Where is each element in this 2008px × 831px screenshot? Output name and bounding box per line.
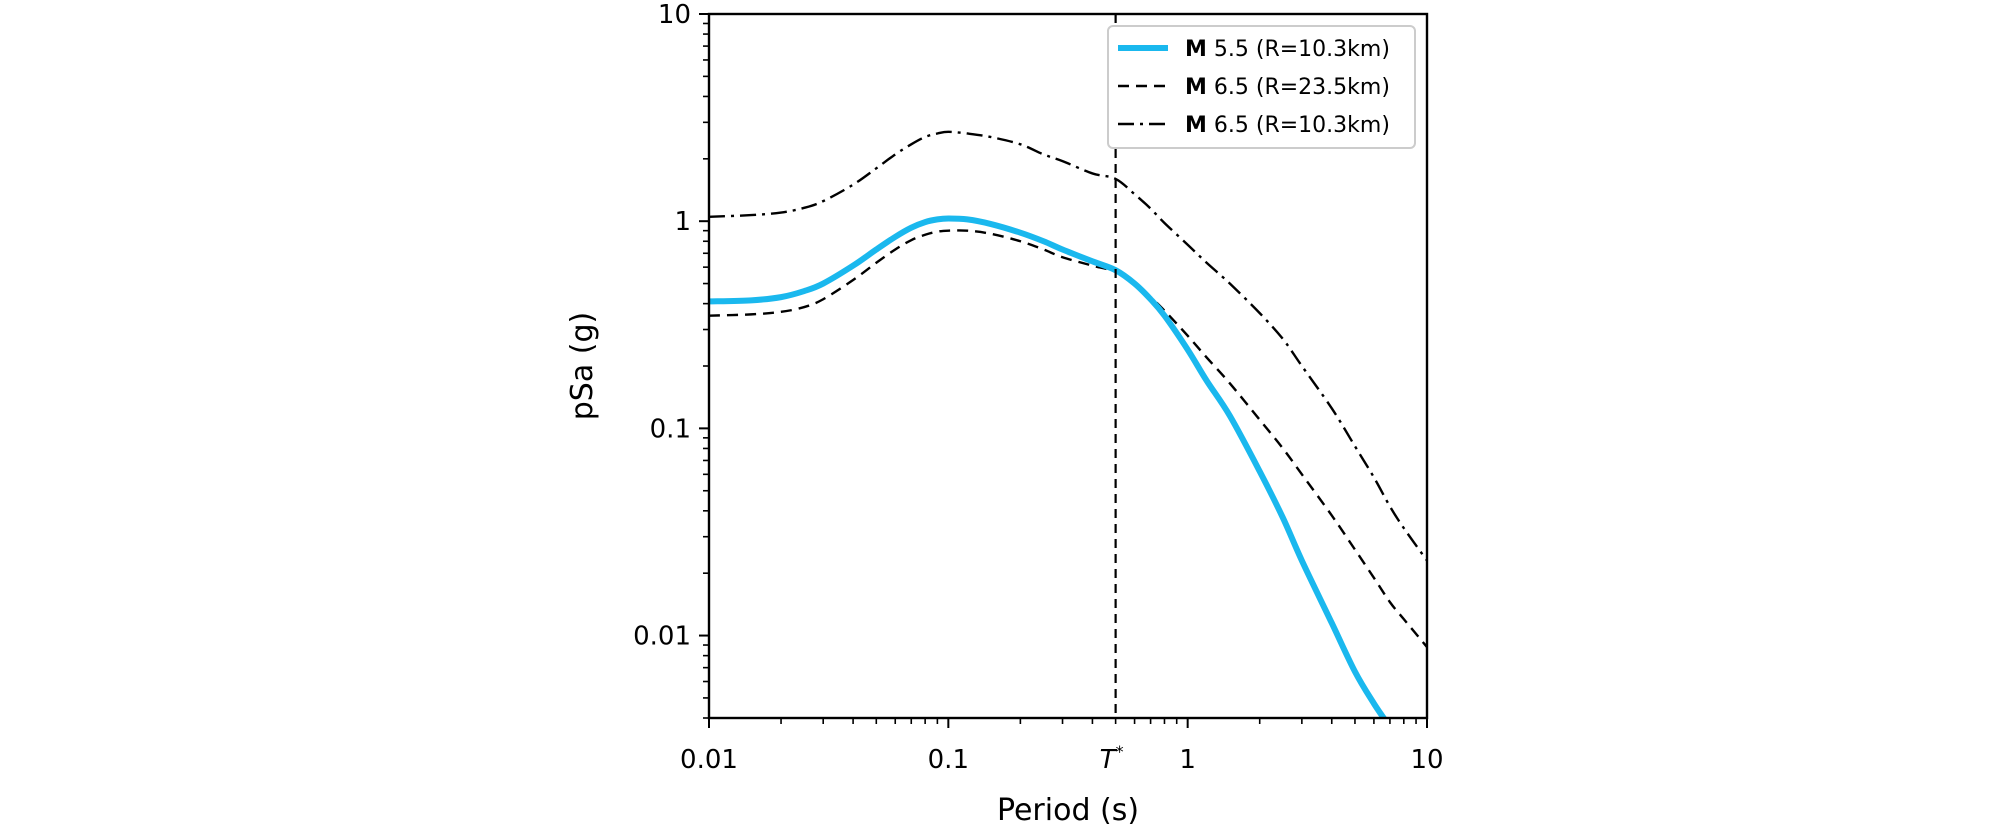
legend-label-1: M 5.5 (R=10.3km): [1185, 37, 1390, 62]
x-tick-label: 0.1: [928, 745, 969, 775]
series-line-2: [709, 229, 1427, 648]
plot-area-frame: [707, 12, 1429, 720]
legend-label-3: M 6.5 (R=10.3km): [1185, 113, 1390, 138]
y-tick-label: 10: [658, 0, 691, 30]
series-line-3: [709, 130, 1427, 562]
y-axis-label: pSa (g): [565, 312, 600, 420]
axis-labels: 0.01 0.1 1 10 T* 0.01 0.1 1 10 Period (s) pSa (g): [565, 0, 1444, 828]
x-tick-label: 10: [1410, 745, 1443, 775]
y-tick-label: 0.1: [650, 414, 691, 444]
y-tick-label: 1: [674, 207, 691, 237]
series-line-1: [709, 215, 1388, 718]
x-tick-label: 0.01: [680, 745, 738, 775]
legend-box: [1107, 25, 1416, 149]
series-layer: [709, 130, 1427, 718]
x-tick-label: 1: [1179, 745, 1196, 775]
y-tick-label: 0.01: [633, 622, 691, 652]
legend: M 5.5 (R=10.3km) M 6.5 (R=23.5km) M 6.5 (R…: [1107, 25, 1416, 149]
legend-label-2: M 6.5 (R=23.5km): [1185, 75, 1390, 100]
x-axis-label: Period (s): [997, 793, 1139, 828]
reference-tick-label: T*: [1100, 742, 1124, 775]
